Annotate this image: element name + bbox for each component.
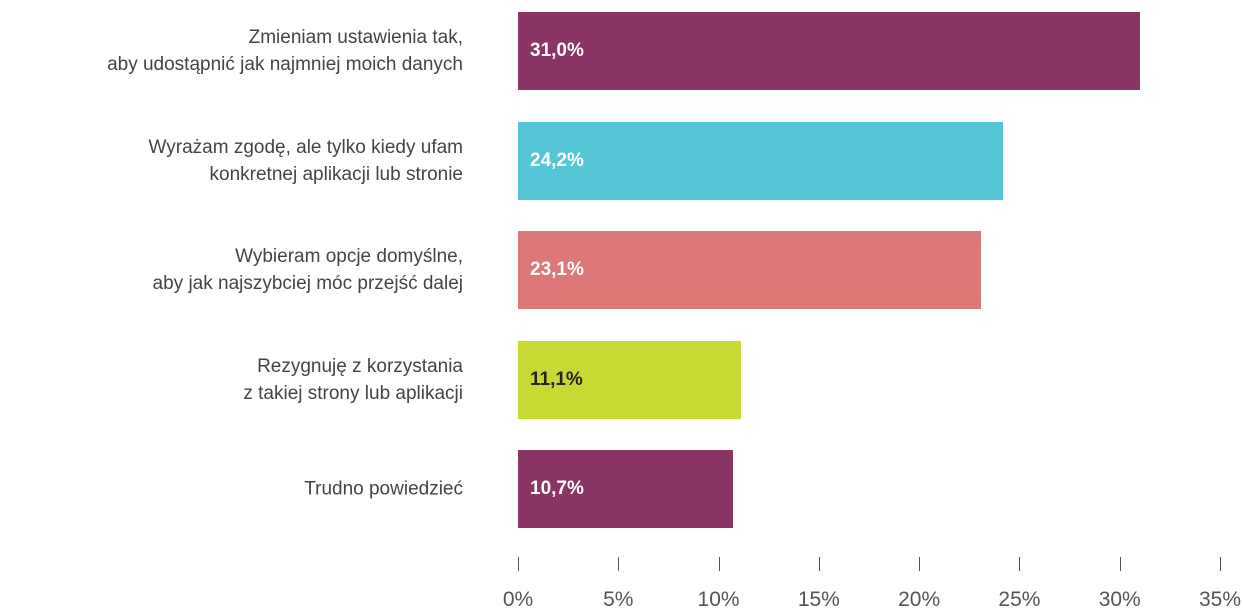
x-tick-label: 30%: [1098, 588, 1141, 611]
tick-mark: [1019, 557, 1021, 571]
tick-mark: [818, 557, 820, 571]
tick-mark: [1119, 557, 1121, 571]
tick-mark: [718, 557, 720, 571]
x-tick-label: 20%: [898, 588, 941, 611]
x-tick-label: 15%: [797, 588, 840, 611]
value-label: 24,2%: [530, 149, 584, 171]
x-tick-label: 10%: [697, 588, 740, 611]
category-label: Zmieniam ustawienia tak, aby udostąpnić …: [107, 27, 463, 75]
x-tick-label: 25%: [998, 588, 1041, 611]
x-tick-label: 5%: [603, 588, 634, 611]
tick-mark: [618, 557, 620, 571]
tick-mark: [518, 557, 519, 571]
x-tick-label: 35%: [1198, 588, 1242, 611]
value-label: 23,1%: [530, 259, 584, 280]
category-label: Trudno powiedzieć: [304, 478, 463, 500]
bar: [518, 231, 982, 309]
value-label: 10,7%: [530, 478, 584, 499]
bar: [518, 340, 741, 419]
bar: [518, 12, 1140, 90]
category-label: Rezygnuję z korzystania z takiej strony …: [243, 355, 463, 404]
x-tick-label: 0%: [502, 588, 534, 611]
category-label: Wybieram opcje domyślne, aby jak najszyb…: [152, 246, 463, 294]
tick-mark: [919, 557, 921, 571]
value-label: 11,1%: [530, 368, 583, 390]
bar: [518, 121, 1004, 200]
tick-mark: [1220, 557, 1221, 571]
value-label: 31,0%: [530, 40, 584, 61]
bar: [518, 450, 733, 528]
category-label: Wyrażam zgodę, ale tylko kiedy ufam konk…: [148, 136, 463, 185]
